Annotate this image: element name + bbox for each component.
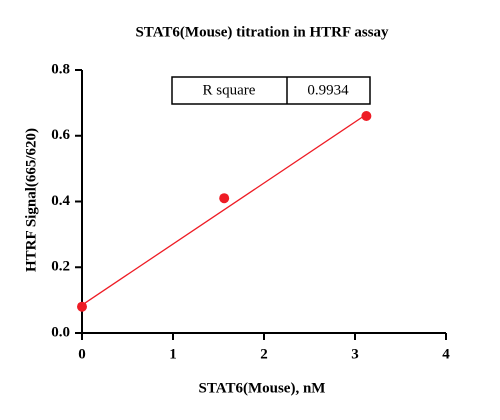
y-axis-label: HTRF Signal(665/620) — [23, 128, 39, 272]
data-point — [219, 193, 230, 204]
annotation-label: R square — [203, 82, 256, 98]
y-tick-label: 0.0 — [51, 324, 70, 340]
y-tick-label: 0.6 — [51, 127, 70, 143]
y-tick-label: 0.8 — [51, 61, 70, 77]
x-tick-label: 1 — [169, 346, 177, 362]
x-tick-label: 2 — [260, 346, 268, 362]
x-tick-label: 3 — [351, 346, 359, 362]
y-tick-label: 0.4 — [51, 193, 70, 209]
x-axis-label: STAT6(Mouse), nM — [199, 380, 326, 396]
annotation-box — [171, 76, 371, 105]
x-tick-label: 4 — [442, 346, 450, 362]
annotation-value: 0.9934 — [307, 82, 349, 98]
data-point — [361, 111, 372, 122]
chart-title: STAT6(Mouse) titration in HTRF assay — [135, 24, 389, 40]
x-tick-label: 0 — [78, 346, 86, 362]
y-tick-label: 0.2 — [51, 259, 70, 275]
data-point — [77, 301, 87, 312]
fit-line — [81, 113, 367, 306]
